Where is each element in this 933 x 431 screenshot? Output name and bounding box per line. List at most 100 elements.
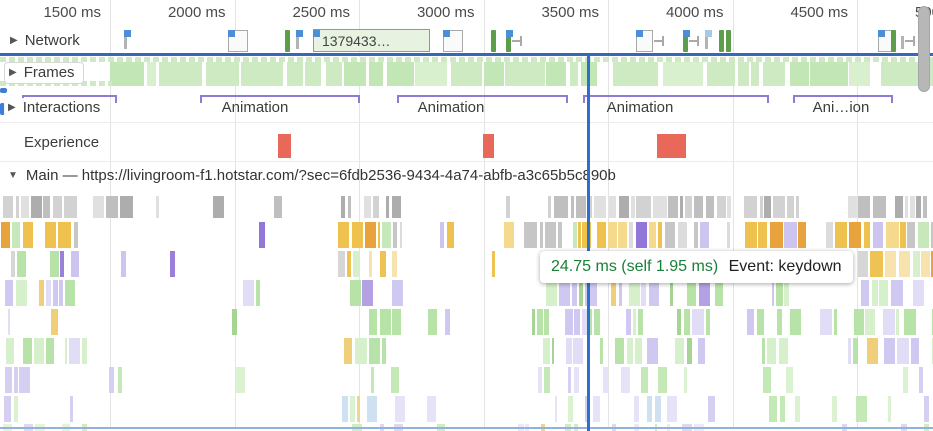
flame-bar[interactable] xyxy=(391,309,401,335)
flame-bar[interactable] xyxy=(784,280,789,306)
flame-bar[interactable] xyxy=(574,367,580,393)
frame-block[interactable] xyxy=(613,60,659,86)
flame-bar[interactable] xyxy=(258,222,265,248)
flame-bar[interactable] xyxy=(118,367,122,393)
flame-bar[interactable] xyxy=(879,280,889,306)
flame-bar[interactable] xyxy=(13,396,18,422)
flame-bar[interactable] xyxy=(776,280,783,306)
flame-bar[interactable] xyxy=(776,309,782,335)
flame-bar[interactable] xyxy=(779,396,785,422)
flame-bar[interactable] xyxy=(847,196,857,218)
flame-bar[interactable] xyxy=(16,280,28,306)
flame-bar[interactable] xyxy=(64,196,77,218)
frame-block[interactable] xyxy=(110,60,144,86)
flame-bar[interactable] xyxy=(582,222,591,248)
flame-bar[interactable] xyxy=(540,222,543,248)
flame-bar[interactable] xyxy=(873,222,884,248)
interaction-whisker[interactable] xyxy=(793,95,893,97)
flame-bar[interactable] xyxy=(611,280,617,306)
flame-bar[interactable] xyxy=(795,196,800,218)
flame-bar[interactable] xyxy=(607,222,617,248)
flame-bar[interactable] xyxy=(391,251,397,277)
flame-bar[interactable] xyxy=(15,196,19,218)
flame-bar[interactable] xyxy=(446,222,454,248)
flame-bar[interactable] xyxy=(11,222,20,248)
flame-bar[interactable] xyxy=(338,251,346,277)
flame-bar[interactable] xyxy=(379,309,391,335)
flame-bar[interactable] xyxy=(213,196,224,218)
frame-block[interactable] xyxy=(240,60,284,86)
flame-bar[interactable] xyxy=(654,396,662,422)
flame-bar[interactable] xyxy=(647,338,659,364)
flame-bar[interactable] xyxy=(121,251,126,277)
flame-bar[interactable] xyxy=(382,338,387,364)
frame-block[interactable] xyxy=(546,60,567,86)
flame-bar[interactable] xyxy=(19,367,30,393)
flame-bar[interactable] xyxy=(394,396,405,422)
flame-bar[interactable] xyxy=(896,309,900,335)
flame-bar[interactable] xyxy=(924,396,930,422)
flame-bar[interactable] xyxy=(444,309,450,335)
flame-bar[interactable] xyxy=(594,309,600,335)
interaction-whisker[interactable] xyxy=(397,95,568,97)
flame-bar[interactable] xyxy=(849,222,862,248)
flame-bar[interactable] xyxy=(619,280,623,306)
flame-bar[interactable] xyxy=(537,367,543,393)
experience-track-label[interactable]: Experience xyxy=(20,133,108,153)
flame-bar[interactable] xyxy=(647,396,653,422)
flame-bar[interactable] xyxy=(5,338,14,364)
flame-bar[interactable] xyxy=(895,196,904,218)
frame-block[interactable] xyxy=(415,60,447,86)
flame-bar[interactable] xyxy=(633,396,640,422)
flame-bar[interactable] xyxy=(857,196,870,218)
flame-bar[interactable] xyxy=(350,280,361,306)
frame-block[interactable] xyxy=(451,60,482,86)
flame-bar[interactable] xyxy=(864,222,871,248)
frame-block[interactable] xyxy=(368,60,383,86)
flame-bar[interactable] xyxy=(578,280,584,306)
interaction-whisker[interactable] xyxy=(200,95,360,97)
layout-shift-block[interactable] xyxy=(278,134,291,158)
flame-bar[interactable] xyxy=(588,309,592,335)
flame-bar[interactable] xyxy=(582,309,587,335)
flame-bar[interactable] xyxy=(666,396,677,422)
flame-bar[interactable] xyxy=(698,280,710,306)
flame-bar[interactable] xyxy=(357,396,360,422)
flame-bar[interactable] xyxy=(632,309,637,335)
flame-bar[interactable] xyxy=(0,222,11,248)
flame-bar[interactable] xyxy=(670,280,674,306)
flame-bar[interactable] xyxy=(920,251,930,277)
flame-bar[interactable] xyxy=(883,309,895,335)
expander-icon[interactable]: ▶ xyxy=(10,34,18,46)
flame-bar[interactable] xyxy=(640,367,649,393)
flame-bar[interactable] xyxy=(554,196,569,218)
flame-bar[interactable] xyxy=(574,309,581,335)
flame-bar[interactable] xyxy=(4,367,12,393)
flame-bar[interactable] xyxy=(887,396,892,422)
flame-bar[interactable] xyxy=(22,338,32,364)
flame-bar[interactable] xyxy=(758,222,768,248)
flame-bar[interactable] xyxy=(904,196,908,218)
flame-bar[interactable] xyxy=(373,196,380,218)
flame-bar[interactable] xyxy=(744,222,757,248)
flame-bar[interactable] xyxy=(353,251,359,277)
flame-bar[interactable] xyxy=(757,309,765,335)
network-request-bar[interactable] xyxy=(719,30,724,52)
flame-bar[interactable] xyxy=(708,396,715,422)
flame-bar[interactable] xyxy=(649,280,660,306)
flame-bar[interactable] xyxy=(891,280,903,306)
flame-bar[interactable] xyxy=(762,338,765,364)
flame-bar[interactable] xyxy=(909,196,915,218)
flame-bar[interactable] xyxy=(109,367,114,393)
flame-bar[interactable] xyxy=(523,222,538,248)
flame-bar[interactable] xyxy=(119,196,133,218)
flame-bar[interactable] xyxy=(573,338,583,364)
flame-bar[interactable] xyxy=(50,251,59,277)
frame-block[interactable] xyxy=(287,60,303,86)
flame-bar[interactable] xyxy=(351,222,363,248)
network-request-bar[interactable] xyxy=(726,30,731,52)
flame-bar[interactable] xyxy=(537,309,543,335)
frame-block[interactable] xyxy=(789,60,809,86)
flame-bar[interactable] xyxy=(706,196,715,218)
